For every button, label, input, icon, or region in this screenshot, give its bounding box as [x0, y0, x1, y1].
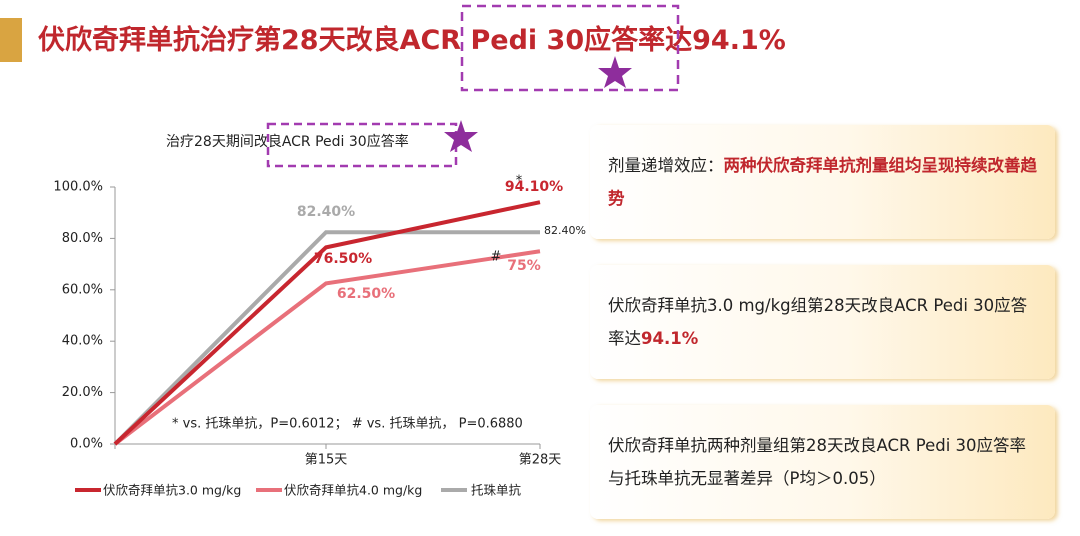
- star: [598, 56, 632, 88]
- highlight-text: 两种伏欣奇拜单抗剂量组均呈现持续改善趋势: [608, 156, 1037, 208]
- legend-label: 伏欣奇拜单抗3.0 mg/kg: [103, 483, 241, 498]
- legend-label: 托珠单抗: [471, 483, 522, 498]
- y-tick-label: 60.0%: [62, 282, 103, 297]
- annotation: #: [491, 250, 502, 265]
- y-tick-label: 20.0%: [62, 385, 103, 400]
- chart-title: 治疗28天期间改良ACR Pedi 30应答率: [166, 133, 409, 150]
- annotation: *: [516, 174, 523, 189]
- panel-text-part: 剂量递增效应：: [608, 156, 724, 175]
- legend-label: 伏欣奇拜单抗4.0 mg/kg: [284, 483, 422, 498]
- value-label: 82.40%: [297, 204, 355, 220]
- value-label: 82.40%: [544, 224, 586, 237]
- info-panel: 伏欣奇拜单抗两种剂量组第28天改良ACR Pedi 30应答率与托珠单抗无显著差…: [590, 405, 1055, 519]
- y-tick-label: 0.0%: [70, 437, 103, 452]
- panel-text: 伏欣奇拜单抗两种剂量组第28天改良ACR Pedi 30应答率与托珠单抗无显著差…: [608, 429, 1037, 495]
- y-tick-label: 80.0%: [62, 231, 103, 246]
- series-line: [113, 249, 541, 446]
- footnote: * vs. 托珠单抗，P=0.6012； # vs. 托珠单抗， P=0.688…: [172, 417, 523, 432]
- value-label: 76.50%: [314, 251, 372, 267]
- value-label: 75%: [507, 258, 541, 274]
- highlight-text: 94.1%: [641, 329, 699, 348]
- x-tick-label: 第28天: [519, 453, 562, 468]
- title-bar: [0, 18, 22, 62]
- star: [444, 120, 478, 152]
- info-panel: 伏欣奇拜单抗3.0 mg/kg组第28天改良ACR Pedi 30应答率达94.…: [590, 265, 1055, 379]
- highlight-box: [460, 4, 680, 92]
- panel-text: 伏欣奇拜单抗3.0 mg/kg组第28天改良ACR Pedi 30应答率达94.…: [608, 289, 1037, 355]
- value-label: 62.50%: [337, 286, 395, 302]
- panel-text-part: 伏欣奇拜单抗两种剂量组第28天改良ACR Pedi 30应答率与托珠单抗无显著差…: [608, 436, 1027, 488]
- y-tick-label: 100.0%: [53, 180, 103, 195]
- value-label: 94.10%: [505, 179, 563, 195]
- slide-title: 伏欣奇拜单抗治疗第28天改良ACR Pedi 30应答率达94.1%: [38, 25, 786, 56]
- panel-text: 剂量递增效应：两种伏欣奇拜单抗剂量组均呈现持续改善趋势: [608, 149, 1037, 215]
- series-line: [113, 200, 541, 446]
- series-line: [113, 230, 540, 446]
- info-panel: 剂量递增效应：两种伏欣奇拜单抗剂量组均呈现持续改善趋势: [590, 125, 1055, 239]
- panel-text-part: 伏欣奇拜单抗3.0 mg/kg组第28天改良ACR Pedi 30应答率达: [608, 296, 1028, 348]
- y-tick-label: 40.0%: [62, 334, 103, 349]
- x-tick-label: 第15天: [305, 453, 348, 468]
